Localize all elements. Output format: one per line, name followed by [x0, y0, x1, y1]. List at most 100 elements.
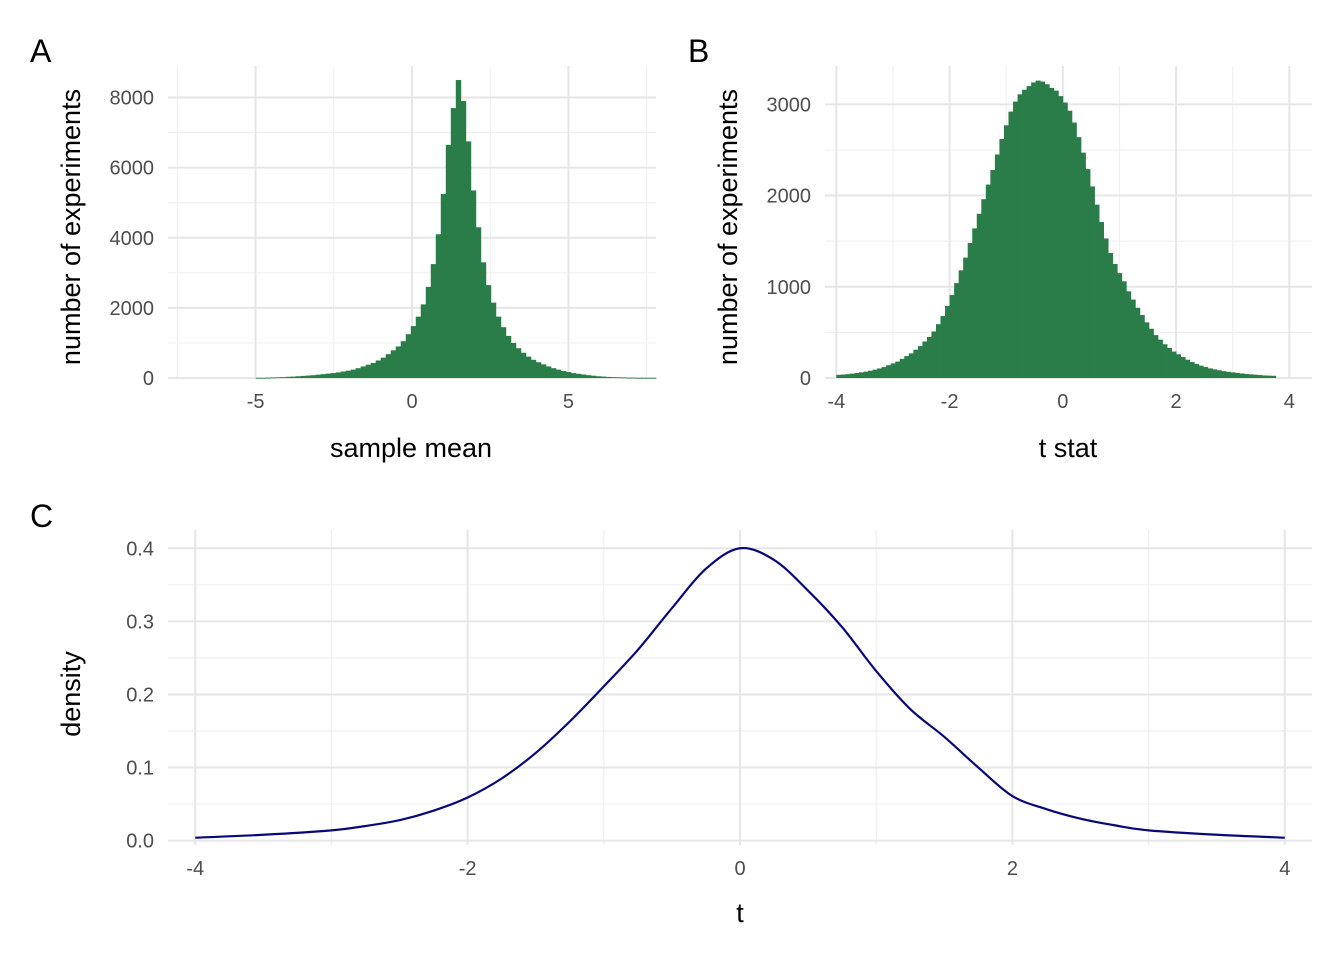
panel-a-histogram-bar	[520, 352, 527, 378]
panel-a-histogram-bar	[285, 376, 292, 378]
panel-a-histogram-bar	[345, 370, 352, 378]
panel-c-y-tick-label: 0.3	[126, 611, 154, 633]
panel-a-histogram-bar	[265, 377, 272, 379]
panel-a-histogram-bar	[320, 374, 327, 378]
panel-b-histogram-bar	[895, 361, 901, 378]
panel-a-histogram-bar	[535, 362, 542, 378]
panel-a-histogram-bar	[490, 302, 497, 378]
panel-b-histogram-bar	[1108, 253, 1114, 378]
panel-b-histogram-bar	[1167, 347, 1172, 378]
panel-b-histogram-bar	[1234, 372, 1240, 378]
panel-a-histogram-bar	[295, 376, 302, 378]
panel-c-y-axis-title: density	[56, 651, 86, 737]
panel-b-histogram-bar	[1090, 186, 1095, 378]
panel-b-y-tick-label: 0	[800, 368, 811, 390]
panel-b-histogram-bar	[990, 170, 996, 378]
panel-b-histogram-bar	[899, 358, 905, 378]
panel-b-histogram-bar	[981, 199, 987, 378]
panel-b-x-tick-label: 0	[1057, 391, 1068, 413]
panel-b-histogram-bar	[931, 331, 937, 378]
panel-a-histogram-bar	[580, 374, 587, 378]
panel-b-histogram-bar	[854, 372, 860, 378]
panel-b-histogram-bar	[972, 228, 978, 378]
panel-a-histogram-bar	[495, 316, 502, 378]
panel-b-histogram-bar	[1221, 371, 1227, 378]
panel-c-y-tick-label: 0.0	[126, 831, 154, 853]
panel-a-histogram-bar	[425, 286, 432, 378]
panel-a-tag: A	[30, 33, 52, 69]
panel-b-histogram-bar	[1094, 204, 1100, 378]
panel-a-y-tick-label: 0	[143, 368, 154, 390]
panel-a-histogram-bar	[480, 262, 487, 378]
panel-a-histogram-bar	[540, 364, 547, 378]
panel-b-x-axis-title: t stat	[1039, 433, 1098, 463]
panel-a-histogram-bar	[560, 370, 567, 378]
panel-b-histogram-bar	[1266, 375, 1272, 378]
panel-b-histogram-bar	[1148, 328, 1154, 378]
panel-a-histogram-bar	[575, 373, 582, 378]
panel-c-tick-labels: -4 -2 0 2 4 0.0 0.1 0.2 0.3 0.4	[126, 538, 1290, 880]
panel-b-histogram-bar	[1180, 357, 1186, 378]
panel-b-histogram-bar	[836, 374, 842, 378]
panel-a-y-tick-label: 4000	[110, 228, 155, 250]
panel-a-histogram-bar	[340, 371, 347, 378]
panel-a-histogram-bar	[630, 377, 637, 379]
panel-a-histogram-bar	[300, 375, 307, 378]
panel-b-histogram-bar	[858, 372, 864, 378]
panel-a-histogram-bar	[645, 377, 652, 379]
panel-b: -4 -2 0 2 4 0 1000 2000 3000 B t stat number of …	[688, 33, 1312, 463]
panel-b-histogram-bar	[1076, 137, 1082, 378]
panel-a-histogram-bar	[640, 377, 647, 379]
panel-b-histogram-bar	[1126, 291, 1132, 378]
panel-a-y-tick-label: 2000	[110, 298, 155, 320]
panel-b-histogram-bar	[1103, 238, 1109, 378]
panel-b-histogram-bar	[886, 365, 892, 378]
panel-a-tick-labels: -5 0 5 0 2000 4000 6000 8000	[110, 88, 574, 413]
panel-b-histogram-bar	[1176, 354, 1182, 378]
panel-b-histogram-bar	[1216, 370, 1222, 378]
panel-b-histogram-bar	[1067, 110, 1073, 378]
panel-a-histogram-bar	[500, 327, 507, 378]
panel-b-histogram-bar	[1003, 125, 1009, 378]
panel-b-histogram-bar	[1262, 375, 1268, 378]
panel-a-histogram-bar	[380, 357, 387, 378]
panel-a-histogram-bar	[510, 342, 517, 378]
panel-b-histogram-bar	[840, 374, 846, 378]
panel-b-histogram-bar	[872, 369, 878, 378]
panel-a-histogram-bar	[280, 377, 287, 378]
panel-a-histogram-bar	[260, 377, 266, 379]
panel-b-histogram-bar	[935, 324, 941, 378]
panel-a-x-tick-label: 5	[563, 391, 574, 413]
panel-c-tag: C	[30, 498, 53, 534]
panel-a-histogram-bar	[565, 372, 572, 378]
panel-b-tick-labels: -4 -2 0 2 4 0 1000 2000 3000	[767, 94, 1295, 413]
panel-a-histogram-bar	[460, 101, 467, 378]
panel-a-histogram-bar	[605, 376, 612, 378]
panel-b-histogram-bar	[1271, 375, 1277, 378]
panel-b-histogram-bar	[1053, 90, 1059, 378]
panel-b-histogram-bar	[1022, 89, 1027, 378]
panel-b-histogram-bar	[1058, 96, 1064, 379]
panel-a-histogram-bar	[410, 326, 417, 378]
panel-b-histogram-bar	[967, 242, 973, 378]
panel-a-histogram-bar	[395, 346, 402, 378]
panel-a-histogram-bar	[505, 335, 512, 378]
panel-b-y-axis-title: number of experiments	[713, 89, 743, 365]
panel-b-histogram-bar	[1040, 81, 1046, 378]
panel-a-histogram-bar	[305, 375, 312, 378]
panel-c: -4 -2 0 2 4 0.0 0.1 0.2 0.3 0.4 C t density	[30, 498, 1312, 928]
panel-b-histogram-bar	[1139, 315, 1145, 378]
panel-a-histogram-bar	[485, 285, 492, 378]
panel-b-x-tick-label: -2	[941, 391, 959, 413]
panel-a-histogram-bar	[445, 144, 452, 378]
panel-a-histogram-bar	[420, 304, 427, 378]
panel-b-histogram-bar	[1049, 87, 1055, 378]
panel-c-density-line	[195, 546, 1285, 839]
panel-b-histogram-bar	[1198, 365, 1204, 378]
panel-b-histogram-bar	[994, 154, 1000, 378]
panel-b-histogram-bar	[1031, 82, 1037, 378]
panel-a-y-axis-title: number of experiments	[56, 89, 86, 365]
panel-b-histogram-bar	[1253, 374, 1259, 378]
panel-b-histogram-bar	[1130, 299, 1136, 378]
panel-b-histogram-bar	[1185, 359, 1191, 378]
